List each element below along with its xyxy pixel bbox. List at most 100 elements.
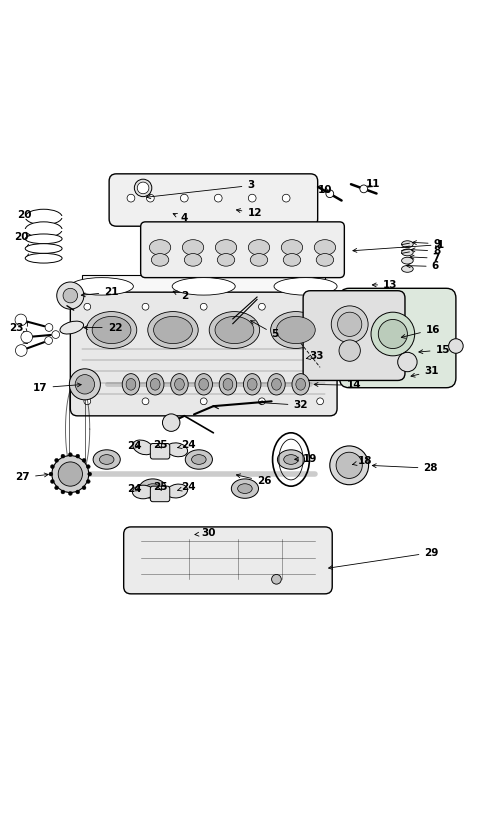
Text: 14: 14 xyxy=(314,381,361,390)
Circle shape xyxy=(86,479,90,483)
Text: 19: 19 xyxy=(294,454,317,464)
Circle shape xyxy=(370,312,414,356)
Circle shape xyxy=(76,455,79,458)
Ellipse shape xyxy=(25,210,62,224)
Ellipse shape xyxy=(195,374,212,395)
Ellipse shape xyxy=(277,450,304,469)
Text: 8: 8 xyxy=(410,246,439,256)
Text: 9: 9 xyxy=(412,238,440,249)
Text: 3: 3 xyxy=(147,181,254,199)
Circle shape xyxy=(271,575,281,584)
Text: 24: 24 xyxy=(127,441,142,451)
Circle shape xyxy=(258,398,265,404)
Bar xyxy=(82,275,324,298)
Ellipse shape xyxy=(401,266,412,272)
Ellipse shape xyxy=(70,278,133,295)
Circle shape xyxy=(68,492,72,496)
Text: 12: 12 xyxy=(236,208,261,218)
Ellipse shape xyxy=(185,450,212,469)
Ellipse shape xyxy=(92,316,131,344)
Text: 18: 18 xyxy=(352,456,372,466)
Circle shape xyxy=(52,330,60,339)
Circle shape xyxy=(214,194,222,202)
Ellipse shape xyxy=(401,249,412,256)
Ellipse shape xyxy=(148,312,198,349)
Circle shape xyxy=(63,289,77,302)
Circle shape xyxy=(248,194,256,202)
Circle shape xyxy=(50,479,54,483)
FancyBboxPatch shape xyxy=(339,289,455,388)
Ellipse shape xyxy=(198,378,208,390)
Ellipse shape xyxy=(219,374,236,395)
Text: 32: 32 xyxy=(258,400,307,410)
Text: 6: 6 xyxy=(406,261,438,271)
Ellipse shape xyxy=(133,440,153,455)
Circle shape xyxy=(146,194,154,202)
Circle shape xyxy=(316,398,323,404)
Text: 25: 25 xyxy=(152,440,167,450)
Ellipse shape xyxy=(223,378,232,390)
Circle shape xyxy=(61,490,65,494)
Text: 10: 10 xyxy=(317,185,332,195)
Ellipse shape xyxy=(209,312,259,349)
Circle shape xyxy=(45,324,53,331)
Text: 23: 23 xyxy=(9,322,23,333)
Text: 15: 15 xyxy=(418,345,449,355)
Ellipse shape xyxy=(25,222,62,238)
FancyBboxPatch shape xyxy=(150,486,169,501)
Circle shape xyxy=(142,398,149,404)
Ellipse shape xyxy=(231,479,258,498)
Text: 25: 25 xyxy=(152,483,167,492)
Text: 7: 7 xyxy=(409,253,439,263)
Ellipse shape xyxy=(184,253,201,266)
Text: 11: 11 xyxy=(365,179,380,189)
Ellipse shape xyxy=(122,374,139,395)
Circle shape xyxy=(88,472,91,476)
Ellipse shape xyxy=(291,374,309,395)
Circle shape xyxy=(45,337,52,344)
Circle shape xyxy=(134,179,151,196)
Ellipse shape xyxy=(182,240,203,255)
Ellipse shape xyxy=(86,312,136,349)
Circle shape xyxy=(57,282,84,309)
Ellipse shape xyxy=(166,484,187,498)
Ellipse shape xyxy=(25,234,62,243)
Ellipse shape xyxy=(132,485,153,499)
Ellipse shape xyxy=(250,253,267,266)
Text: 24: 24 xyxy=(127,483,142,493)
Ellipse shape xyxy=(276,316,315,344)
Circle shape xyxy=(84,303,91,310)
Ellipse shape xyxy=(170,374,188,395)
Ellipse shape xyxy=(60,321,83,334)
Ellipse shape xyxy=(149,240,170,255)
Circle shape xyxy=(75,375,94,394)
Circle shape xyxy=(200,303,207,310)
Ellipse shape xyxy=(295,378,305,390)
Ellipse shape xyxy=(174,378,184,390)
Circle shape xyxy=(282,194,289,202)
Ellipse shape xyxy=(146,374,164,395)
Circle shape xyxy=(15,314,27,326)
Circle shape xyxy=(50,464,54,469)
Text: 2: 2 xyxy=(173,291,187,301)
FancyBboxPatch shape xyxy=(302,291,404,381)
Ellipse shape xyxy=(271,378,281,390)
Text: 31: 31 xyxy=(410,367,438,377)
Text: 13: 13 xyxy=(372,280,397,290)
Text: 28: 28 xyxy=(372,464,437,473)
Ellipse shape xyxy=(126,378,136,390)
Circle shape xyxy=(55,459,59,462)
Text: 24: 24 xyxy=(178,483,195,492)
Circle shape xyxy=(200,398,207,404)
Circle shape xyxy=(397,353,416,372)
Ellipse shape xyxy=(283,455,298,464)
Ellipse shape xyxy=(25,243,62,253)
Text: 33: 33 xyxy=(306,351,323,361)
Text: 22: 22 xyxy=(84,322,122,333)
Ellipse shape xyxy=(283,253,300,266)
Circle shape xyxy=(68,453,72,456)
Ellipse shape xyxy=(145,484,160,493)
Ellipse shape xyxy=(316,253,333,266)
Ellipse shape xyxy=(93,450,120,469)
Ellipse shape xyxy=(153,316,192,344)
